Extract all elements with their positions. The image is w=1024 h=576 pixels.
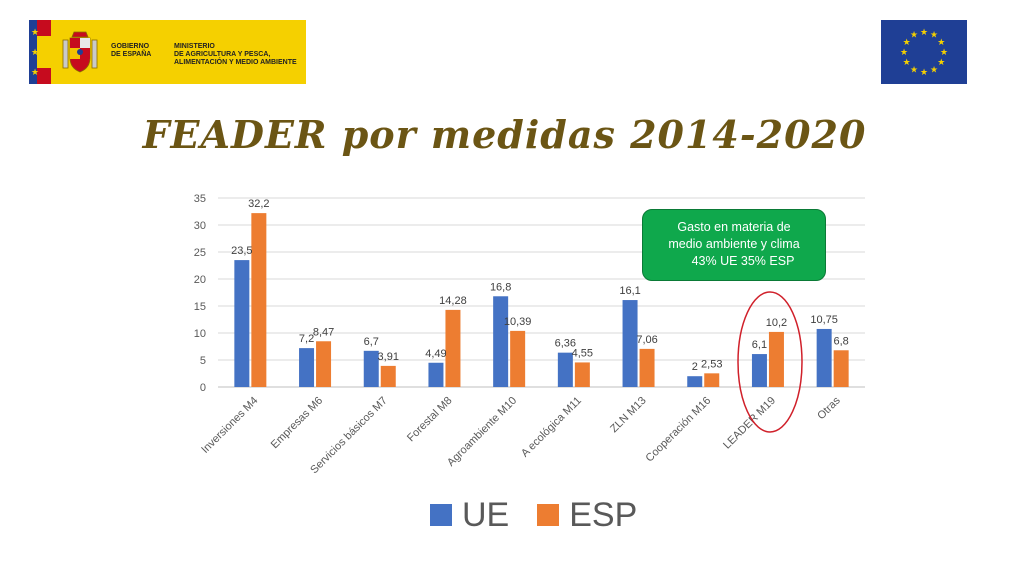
legend-item-esp: ESP <box>537 496 637 535</box>
bar-value-label: 10,39 <box>504 316 532 328</box>
x-category-label: Cooperación M16 <box>643 395 713 465</box>
bar-value-label: 3,91 <box>378 351 399 363</box>
bar-value-label: 16,8 <box>490 281 511 293</box>
bar-value-label: 6,36 <box>555 338 576 350</box>
bar-esp <box>704 373 720 387</box>
y-tick-label: 0 <box>200 382 206 394</box>
x-category-label: A ecológica M11 <box>519 395 584 460</box>
star-icon: ★ <box>920 67 928 77</box>
callout-line: Gasto en materia de <box>677 220 791 234</box>
star-icon: ★ <box>900 47 908 57</box>
bar-value-label: 2,53 <box>701 358 722 370</box>
bar-esp <box>251 213 267 387</box>
bar-esp <box>639 348 655 387</box>
bar-ue <box>816 328 832 387</box>
bar-value-label: 16,1 <box>619 285 640 297</box>
y-tick-label: 5 <box>200 355 206 367</box>
x-category-label: Empresas M6 <box>269 395 325 451</box>
x-category-label: LEADER M19 <box>721 395 778 452</box>
bar-esp <box>574 362 590 387</box>
legend-item-ue: UE <box>430 496 509 535</box>
y-tick-label: 30 <box>194 220 206 232</box>
bar-value-label: 7,06 <box>636 334 657 346</box>
bar-value-label: 32,2 <box>248 198 269 210</box>
bar-value-label: 2 <box>692 361 698 373</box>
star-icon: ★ <box>31 27 40 37</box>
x-category-label: ZLN M13 <box>608 395 648 435</box>
chart-title: FEADER por medidas 2014-2020 <box>142 112 867 157</box>
x-category-label: Agroambiente M10 <box>445 395 519 469</box>
bar-value-label: 4,55 <box>572 347 593 359</box>
bar-value-label: 4,49 <box>425 348 446 360</box>
x-category-label: Forestal M8 <box>405 395 455 445</box>
star-icon: ★ <box>31 67 40 77</box>
x-category-label: Inversiones M4 <box>199 395 260 456</box>
ministerio-label: MINISTERIO DE AGRICULTURA Y PESCA, ALIME… <box>174 43 297 66</box>
bar-ue <box>622 300 638 387</box>
y-tick-label: 25 <box>194 247 206 259</box>
bar-ue <box>687 376 703 387</box>
bar-ue <box>299 348 315 387</box>
bar-value-label: 6,8 <box>834 335 849 347</box>
bar-value-label: 6,1 <box>752 339 767 351</box>
bar-value-label: 10,2 <box>766 317 787 329</box>
star-icon: ★ <box>937 37 945 47</box>
y-tick-label: 15 <box>194 301 206 313</box>
bar-ue <box>557 352 573 387</box>
legend-label: UE <box>462 495 510 534</box>
bar-value-label: 14,28 <box>439 295 467 307</box>
star-icon: ★ <box>31 47 40 57</box>
bar-esp <box>510 330 526 387</box>
y-tick-label: 10 <box>194 328 206 340</box>
bar-esp <box>316 341 332 387</box>
bar-ue <box>234 260 250 387</box>
spain-coat-of-arms-icon <box>62 31 98 73</box>
star-icon: ★ <box>910 30 918 40</box>
y-tick-label: 20 <box>194 274 206 286</box>
bar-value-label: 7,2 <box>299 333 314 345</box>
bar-esp <box>380 365 396 387</box>
bar-esp <box>833 350 849 387</box>
bar-ue <box>493 296 509 387</box>
bar-value-label: 6,7 <box>364 336 379 348</box>
bar-ue <box>751 354 767 387</box>
star-icon: ★ <box>910 64 918 74</box>
bar-value-label: 8,47 <box>313 326 334 338</box>
x-category-label: Otras <box>815 394 843 422</box>
callout-box: Gasto en materia de medio ambiente y cli… <box>642 209 826 281</box>
legend-swatch <box>537 504 560 526</box>
bar-value-label: 10,75 <box>810 314 838 326</box>
legend-swatch <box>430 504 452 526</box>
bar-esp <box>768 331 784 387</box>
gobierno-label: GOBIERNO DE ESPAÑA <box>111 43 152 58</box>
spain-flag-strip: ★ ★ ★ <box>29 20 51 84</box>
star-icon: ★ <box>937 57 945 67</box>
legend: UE ESP <box>430 496 665 535</box>
star-icon: ★ <box>903 37 911 47</box>
callout-line: medio ambiente y clima <box>668 237 800 251</box>
y-tick-label: 35 <box>194 193 206 205</box>
star-icon: ★ <box>930 30 938 40</box>
bar-value-label: 23,5 <box>231 245 252 257</box>
bar-ue <box>428 362 444 387</box>
star-icon: ★ <box>903 57 911 67</box>
star-icon: ★ <box>930 64 938 74</box>
star-icon: ★ <box>940 47 948 57</box>
callout-line: 43% UE 35% ESP <box>691 254 795 268</box>
bar-ue <box>363 350 379 387</box>
gobierno-espana-logo: ★ ★ ★ GOBIERNO DE ESPAÑA MINISTERIO DE A… <box>29 20 306 84</box>
legend-label: ESP <box>569 495 638 534</box>
eu-flag-icon: ★ ★★★★★★★★★★★ <box>881 20 967 84</box>
bar-esp <box>445 309 461 387</box>
star-icon: ★ <box>920 27 928 37</box>
highlight-ellipse <box>737 291 803 433</box>
